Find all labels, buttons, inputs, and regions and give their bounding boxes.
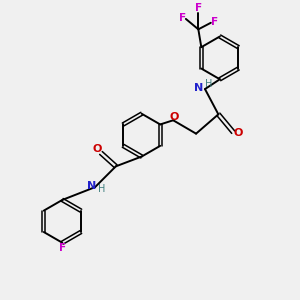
Text: O: O <box>169 112 178 122</box>
Text: N: N <box>87 181 96 191</box>
Text: H: H <box>98 184 105 194</box>
Text: N: N <box>194 83 204 93</box>
Text: F: F <box>59 243 66 253</box>
Text: O: O <box>234 128 243 138</box>
Text: H: H <box>206 79 213 89</box>
Text: F: F <box>195 3 202 13</box>
Text: O: O <box>92 144 101 154</box>
Text: F: F <box>179 13 186 23</box>
Text: F: F <box>212 16 218 27</box>
